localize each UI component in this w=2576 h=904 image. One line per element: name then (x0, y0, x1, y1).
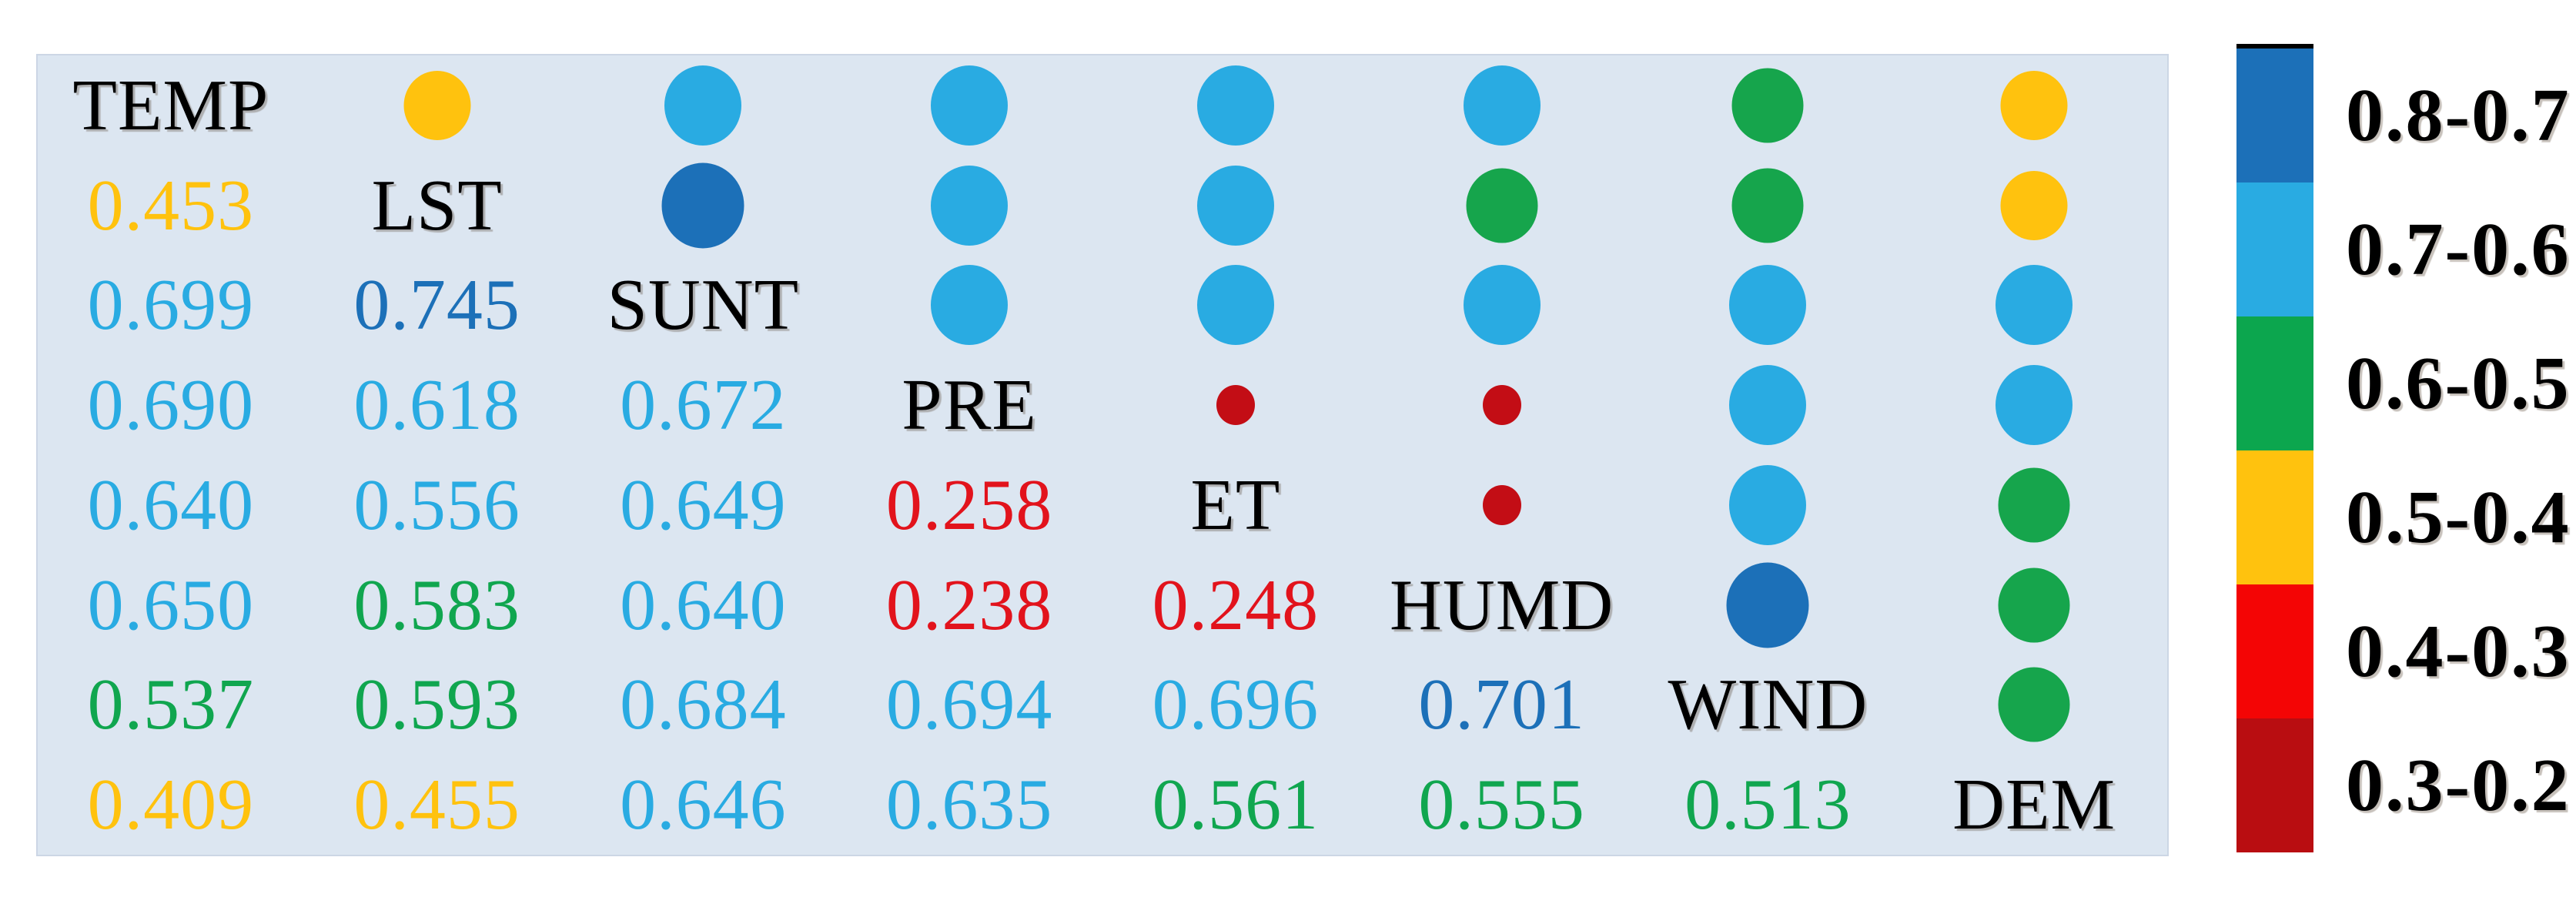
correlation-value-sunt-pre: 0.672 (620, 365, 787, 446)
correlation-circle-et-wind (1729, 464, 1807, 545)
legend-label-0.7-0.6: 0.7-0.6 (2346, 208, 2571, 291)
legend-label-0.4-0.3: 0.4-0.3 (2346, 610, 2571, 693)
correlation-circle-pre-dem (1996, 365, 2073, 446)
correlation-value-et-humd: 0.248 (1152, 564, 1320, 645)
correlation-value-sunt-dem: 0.646 (620, 765, 787, 845)
correlation-circle-temp-dem (2000, 70, 2068, 140)
correlation-circle-wind-dem (1998, 667, 2070, 742)
variable-label-humd: HUMD (1390, 564, 1614, 645)
correlation-circle-temp-et (1196, 65, 1274, 146)
correlation-circle-et-dem (1998, 467, 2070, 543)
correlation-circle-sunt-humd (1463, 265, 1541, 346)
variable-label-et: ET (1190, 464, 1281, 545)
correlation-value-lst-sunt: 0.745 (353, 265, 520, 346)
legend-swatch-0.7-0.6 (2236, 182, 2313, 316)
legend-swatch-0.5-0.4 (2236, 450, 2313, 584)
correlation-value-et-dem: 0.561 (1152, 765, 1320, 845)
variable-label-pre: PRE (902, 365, 1037, 446)
legend-label-0.8-0.7: 0.8-0.7 (2346, 74, 2571, 157)
legend-swatch-0.8-0.7 (2236, 49, 2313, 182)
correlation-value-pre-dem: 0.635 (885, 765, 1053, 845)
correlation-value-pre-wind: 0.694 (885, 665, 1053, 745)
correlation-circle-lst-humd (1466, 168, 1538, 243)
correlation-circle-temp-lst (403, 70, 471, 140)
correlation-value-temp-pre: 0.690 (87, 365, 255, 446)
correlation-circle-lst-sunt (661, 162, 744, 249)
correlation-value-lst-et: 0.556 (353, 464, 520, 545)
legend-label-0.6-0.5: 0.6-0.5 (2346, 342, 2571, 425)
correlation-circle-pre-humd (1482, 385, 1521, 426)
variable-label-sunt: SUNT (607, 265, 800, 346)
correlation-circle-humd-dem (1998, 568, 2070, 643)
correlation-value-temp-sunt: 0.699 (87, 265, 255, 346)
legend-label-0.5-0.4: 0.5-0.4 (2346, 476, 2571, 559)
correlation-value-lst-dem: 0.455 (353, 765, 520, 845)
variable-label-lst: LST (371, 165, 503, 246)
correlation-circle-temp-pre (931, 65, 1009, 146)
correlation-value-sunt-wind: 0.684 (620, 665, 787, 745)
correlation-value-temp-wind: 0.537 (87, 665, 255, 745)
legend-color-bar (2236, 44, 2313, 852)
correlation-circle-sunt-wind (1729, 265, 1807, 346)
correlation-value-pre-et: 0.258 (885, 464, 1053, 545)
correlation-value-lst-wind: 0.593 (353, 665, 520, 745)
correlation-value-lst-humd: 0.583 (353, 564, 520, 645)
correlation-circle-pre-et (1216, 385, 1255, 426)
correlation-circle-lst-dem (2000, 170, 2068, 240)
correlation-circle-temp-sunt (664, 65, 742, 146)
correlation-circle-humd-wind (1726, 562, 1809, 648)
variable-label-wind: WIND (1668, 665, 1868, 745)
correlation-value-temp-et: 0.640 (87, 464, 255, 545)
correlation-value-sunt-et: 0.649 (620, 464, 787, 545)
correlation-circle-et-humd (1482, 484, 1521, 525)
correlation-value-lst-pre: 0.618 (353, 365, 520, 446)
correlation-circle-temp-humd (1463, 65, 1541, 146)
correlation-value-humd-wind: 0.701 (1418, 665, 1585, 745)
legend-label-0.3-0.2: 0.3-0.2 (2346, 744, 2571, 827)
correlation-circle-sunt-pre (931, 265, 1009, 346)
correlation-value-sunt-humd: 0.640 (620, 564, 787, 645)
correlation-value-temp-lst: 0.453 (87, 165, 255, 246)
correlation-circle-temp-wind (1731, 68, 1804, 143)
correlation-circle-lst-pre (931, 165, 1009, 246)
correlation-value-temp-dem: 0.409 (87, 765, 255, 845)
correlation-value-temp-humd: 0.650 (87, 564, 255, 645)
correlation-value-humd-dem: 0.555 (1418, 765, 1585, 845)
correlation-circle-sunt-dem (1996, 265, 2073, 346)
legend-swatch-0.6-0.5 (2236, 316, 2313, 450)
correlation-circle-pre-wind (1729, 365, 1807, 446)
correlation-circle-sunt-et (1196, 265, 1274, 346)
correlation-value-pre-humd: 0.238 (885, 564, 1053, 645)
correlation-value-wind-dem: 0.513 (1684, 765, 1852, 845)
correlation-value-et-wind: 0.696 (1152, 665, 1320, 745)
legend-swatch-0.3-0.2 (2236, 718, 2313, 852)
legend-swatch-0.4-0.3 (2236, 584, 2313, 718)
matrix-panel: TEMP LST SUNT PRE ET HUMD WIND DEM 0.453 0.699 0.6… (36, 54, 2169, 856)
correlation-circle-lst-wind (1731, 168, 1804, 243)
variable-label-temp: TEMP (72, 65, 269, 146)
variable-label-dem: DEM (1952, 765, 2116, 845)
correlation-circle-lst-et (1196, 165, 1274, 246)
